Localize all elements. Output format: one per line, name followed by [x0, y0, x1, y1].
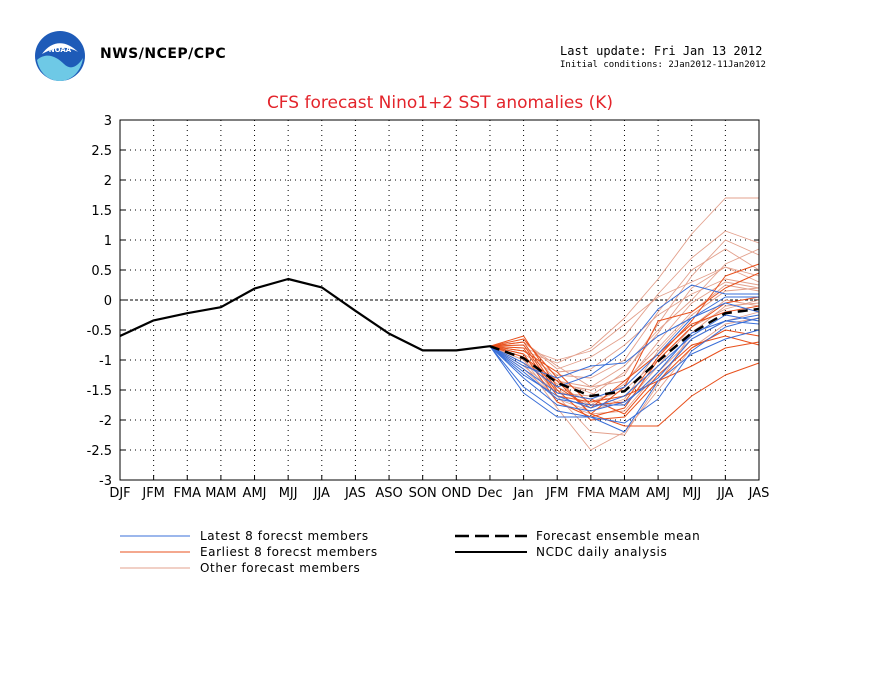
last-update-label: Last update: Fri Jan 13 2012 — [560, 44, 763, 58]
x-tick-label: ASO — [375, 486, 402, 501]
grid — [120, 120, 759, 480]
latest-member-line — [489, 284, 759, 388]
x-tick-label: MAM — [205, 486, 236, 501]
latest-member-line — [489, 317, 760, 424]
x-tick-label: JAS — [344, 486, 366, 501]
chart-title: CFS forecast Nino1+2 SST anomalies (K) — [267, 93, 613, 113]
series-analysis — [119, 277, 491, 352]
x-tick-label: SON — [409, 486, 437, 501]
x-tick-label: JAS — [748, 486, 770, 501]
latest-member-line — [489, 314, 760, 412]
series-latest-members — [489, 284, 760, 433]
y-tick-label: 0 — [104, 294, 112, 309]
x-tick-label: DJF — [109, 486, 130, 501]
y-tick-label: 0.5 — [91, 264, 112, 279]
y-tick-label: 2.5 — [91, 144, 112, 159]
y-tick-label: 1 — [104, 234, 112, 249]
y-tick-label: -2.5 — [87, 444, 112, 459]
other-member-line — [489, 266, 760, 397]
x-tick-label: MAM — [609, 486, 640, 501]
legend-label-other: Other forecast members — [200, 561, 360, 575]
analysis-line — [119, 277, 491, 352]
y-tick-label: -0.5 — [87, 324, 112, 339]
x-tick-label: JJA — [313, 486, 330, 501]
initial-conditions-label: Initial conditions: 2Jan2012-11Jan2012 — [560, 60, 766, 70]
earliest-member-line — [489, 272, 760, 415]
y-tick-label: -3 — [99, 474, 112, 489]
x-tick-label: FMA — [577, 486, 605, 501]
noaa-logo-icon: NOAA — [34, 30, 86, 82]
other-member-line — [489, 248, 760, 388]
legend-label-mean: Forecast ensemble mean — [536, 529, 700, 543]
y-tick-label: -1 — [99, 354, 112, 369]
plot-frame — [119, 119, 760, 481]
legend-label-latest: Latest 8 forecst members — [200, 529, 369, 543]
org-label: NWS/NCEP/CPC — [100, 46, 227, 62]
y-tick-label: 2 — [104, 174, 112, 189]
legend: Latest 8 forecst members Earliest 8 forec… — [120, 529, 700, 575]
other-member-line — [489, 287, 760, 412]
x-tick-label: OND — [441, 486, 471, 501]
latest-member-line — [489, 302, 760, 379]
x-tick-label: AMJ — [243, 486, 267, 501]
earliest-member-line — [489, 335, 760, 415]
y-tick-label: -2 — [99, 414, 112, 429]
x-tick-label: FMA — [173, 486, 201, 501]
legend-label-earliest: Earliest 8 forecst members — [200, 545, 378, 559]
y-tick-label: -1.5 — [87, 384, 112, 399]
latest-member-line — [489, 296, 759, 400]
earliest-member-line — [489, 305, 760, 409]
x-tick-label: MJJ — [682, 486, 701, 501]
x-tick-label: JFM — [545, 486, 569, 501]
x-tick-label: AMJ — [646, 486, 670, 501]
x-tick-label: JFM — [141, 486, 165, 501]
other-member-line — [489, 230, 760, 370]
earliest-member-line — [489, 341, 760, 421]
ensemble-mean-line — [489, 307, 760, 398]
x-tick-label: JJA — [716, 486, 733, 501]
latest-member-line — [489, 314, 760, 409]
other-member-line — [489, 197, 759, 364]
legend-label-analysis: NCDC daily analysis — [536, 545, 667, 559]
latest-member-line — [489, 320, 760, 406]
other-member-line — [489, 248, 760, 379]
y-tick-label: 3 — [104, 114, 112, 129]
y-tick-label: 1.5 — [91, 204, 112, 219]
earliest-member-line — [489, 338, 760, 427]
series-ensemble-mean — [489, 307, 760, 398]
x-tick-label: Jan — [513, 486, 534, 501]
svg-text:NOAA: NOAA — [49, 46, 72, 54]
latest-member-line — [489, 329, 760, 433]
x-tick-label: Dec — [477, 486, 502, 501]
x-tick-label: MJJ — [279, 486, 298, 501]
